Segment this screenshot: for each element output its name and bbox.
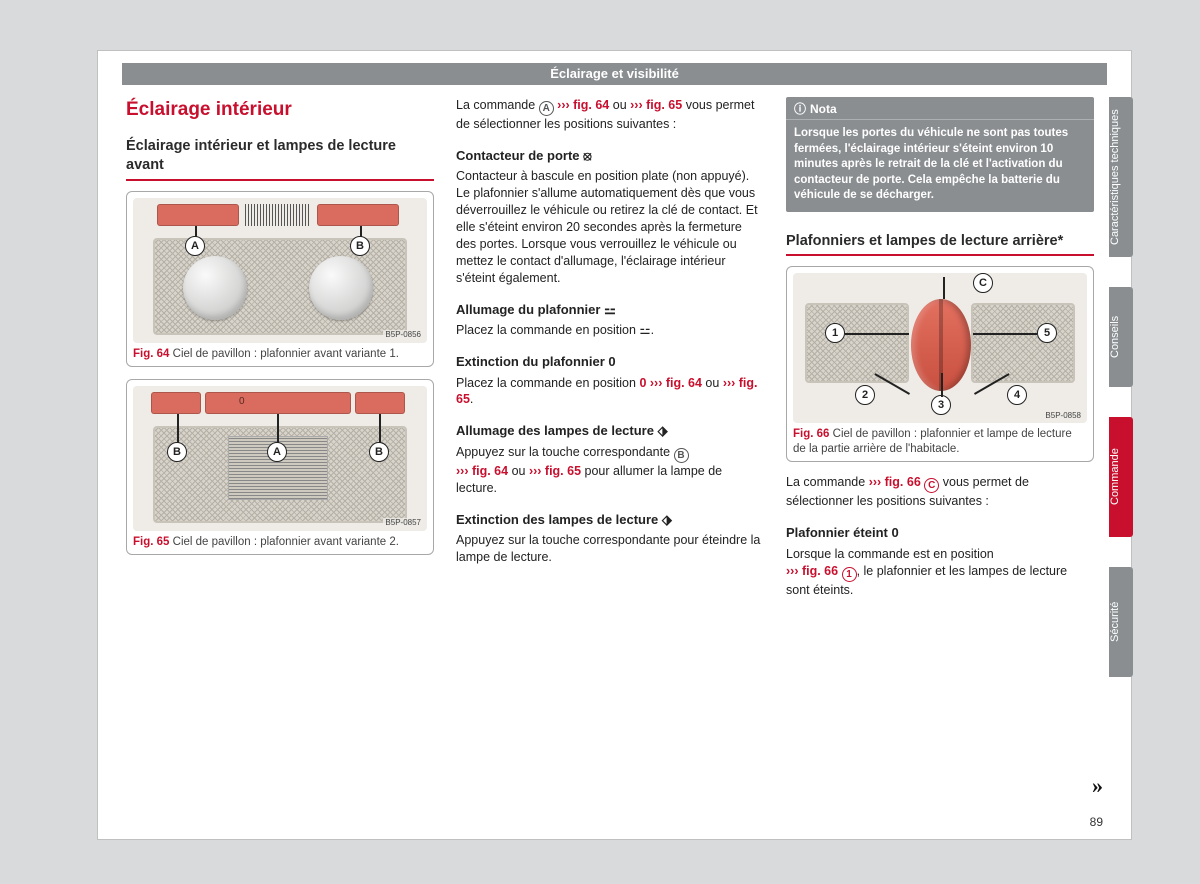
- figure-65-caption: Fig. 65 Ciel de pavillon : plafonnier av…: [133, 535, 427, 550]
- speaker-grille: [245, 204, 311, 226]
- figure-64: A B B5P-0856 Fig. 64 Ciel de pavillon : …: [126, 191, 434, 367]
- lead-3: [941, 373, 943, 397]
- figure-64-caption: Fig. 64 Ciel de pavillon : plafonnier av…: [133, 347, 427, 362]
- button-b-left: [151, 392, 201, 414]
- manual-page: Éclairage et visibilité Éclairage intéri…: [97, 50, 1132, 840]
- tab-caracteristiques[interactable]: Caractéristiques techniques: [1109, 97, 1133, 257]
- heading-contacteur: Contacteur de porte ⦻: [456, 147, 764, 165]
- switch-row-right: [317, 204, 399, 226]
- tab-conseils[interactable]: Conseils: [1109, 287, 1133, 387]
- nota-box: Nota Lorsque les portes du véhicule ne s…: [786, 97, 1094, 212]
- para-contacteur: Contacteur à bascule en position plate (…: [456, 168, 764, 286]
- heading-allumage-plaf: Allumage du plafonnier ⚍: [456, 301, 764, 319]
- tab-securite[interactable]: Sécurité: [1109, 567, 1133, 677]
- lens-left: [805, 303, 909, 383]
- switch-row-left: [157, 204, 239, 226]
- heading-extinction-plaf: Extinction du plafonnier 0: [456, 353, 764, 371]
- figref-66b: ››› fig. 66: [786, 564, 838, 578]
- tab-commande[interactable]: Commande: [1109, 417, 1133, 537]
- callout-lead-b1: [177, 414, 179, 446]
- subsection-title-2: Plafonniers et lampes de lecture arrière…: [786, 232, 1094, 257]
- ref-circle-b: B: [674, 448, 689, 463]
- figure-caption-text: Ciel de pavillon : plafonnier avant vari…: [173, 348, 399, 360]
- section-title: Éclairage intérieur: [126, 97, 434, 123]
- image-code-3: B5P-0858: [1043, 411, 1083, 422]
- figure-number-3: Fig. 66: [793, 428, 829, 440]
- para-allumage-lecture: Appuyez sur la touche correspondante B ›…: [456, 444, 764, 497]
- column-1: Éclairage intérieur Éclairage intérieur …: [126, 97, 434, 567]
- dial-right: [309, 256, 373, 320]
- callout-2: 2: [855, 385, 875, 405]
- p3a: Placez la commande en position: [456, 376, 639, 390]
- figref-64b: 0 ››› fig. 64: [639, 376, 702, 390]
- lead-1: [845, 333, 909, 335]
- callout-lead-a2: [277, 414, 279, 446]
- para-extinction-plaf: Placez la commande en position 0 ››› fig…: [456, 375, 764, 409]
- lens-right: [971, 303, 1075, 383]
- figure-65-image: 0 B A B B5P-0857: [133, 386, 427, 531]
- figref-65c: ››› fig. 65: [529, 464, 581, 478]
- p3e: .: [470, 392, 473, 406]
- callout-b: B: [350, 236, 370, 256]
- nota-heading: Nota: [786, 97, 1094, 120]
- p3c: ou: [702, 376, 723, 390]
- figure-number: Fig. 64: [133, 348, 169, 360]
- callout-b2: B: [369, 442, 389, 462]
- column-3: Nota Lorsque les portes du véhicule ne s…: [786, 97, 1094, 604]
- p4a: Appuyez sur la touche correspondante: [456, 445, 674, 459]
- para-allumage-plaf: Placez la commande en position ⚍.: [456, 322, 764, 339]
- image-code: B5P-0856: [383, 330, 423, 341]
- figure-number-2: Fig. 65: [133, 536, 169, 548]
- figref-66a: ››› fig. 66: [869, 475, 921, 489]
- c3p1a: La commande: [786, 475, 869, 489]
- lead-5: [973, 333, 1037, 335]
- button-b-right: [355, 392, 405, 414]
- figref-64a: ››› fig. 64: [557, 98, 609, 112]
- figref-64c: ››› fig. 64: [456, 464, 508, 478]
- callout-a: A: [185, 236, 205, 256]
- heading-allumage-lecture: Allumage des lampes de lecture ⬗: [456, 422, 764, 440]
- callout-3: 3: [931, 395, 951, 415]
- figref-65a: ››› fig. 65: [630, 98, 682, 112]
- page-number: 89: [1090, 815, 1103, 829]
- intro-or: ou: [609, 98, 630, 112]
- figure-66: C 1 5 2 3 4 B5P-0858 Fig. 66 Ciel de pav…: [786, 266, 1094, 462]
- nota-body: Lorsque les portes du véhicule ne sont p…: [786, 120, 1094, 212]
- figure-caption-text-3: Ciel de pavillon : plafonnier et lampe d…: [793, 428, 1072, 455]
- figure-caption-text-2: Ciel de pavillon : plafonnier avant vari…: [173, 536, 399, 548]
- intro-t1: La commande: [456, 98, 539, 112]
- image-code-2: B5P-0857: [383, 518, 423, 529]
- zero-label: 0: [239, 395, 245, 409]
- column-2: La commande A ››› fig. 64 ou ››› fig. 65…: [456, 97, 764, 572]
- figure-65: 0 B A B B5P-0857 Fig. 65 Ciel de pavillo…: [126, 379, 434, 555]
- callout-c: C: [973, 273, 993, 293]
- figure-66-image: C 1 5 2 3 4 B5P-0858: [793, 273, 1087, 423]
- p4c: ou: [508, 464, 529, 478]
- c3p2a: Lorsque la commande est en position: [786, 547, 994, 561]
- subsection-title-1: Éclairage intérieur et lampes de lecture…: [126, 137, 434, 181]
- callout-a2: A: [267, 442, 287, 462]
- button-a-center: 0: [205, 392, 351, 414]
- para-extinction-lecture: Appuyez sur la touche correspondante pou…: [456, 532, 764, 566]
- para-plaf-eteint: Lorsque la commande est en position ››› …: [786, 546, 1094, 599]
- ref-circle-a: A: [539, 101, 554, 116]
- header-bar: Éclairage et visibilité: [122, 63, 1107, 85]
- para-c3-1: La commande ››› fig. 66 C vous permet de…: [786, 474, 1094, 510]
- figure-64-image: A B B5P-0856: [133, 198, 427, 343]
- heading-extinction-lecture: Extinction des lampes de lecture ⬗: [456, 511, 764, 529]
- lead-c: [943, 277, 945, 299]
- dial-left: [183, 256, 247, 320]
- intro-paragraph: La commande A ››› fig. 64 ou ››› fig. 65…: [456, 97, 764, 133]
- heading-plaf-eteint: Plafonnier éteint 0: [786, 524, 1094, 542]
- callout-4: 4: [1007, 385, 1027, 405]
- callout-lead-b2: [379, 414, 381, 446]
- ref-circle-c: C: [924, 478, 939, 493]
- callout-b1: B: [167, 442, 187, 462]
- ref-circle-1: 1: [842, 567, 857, 582]
- figure-66-caption: Fig. 66 Ciel de pavillon : plafonnier et…: [793, 427, 1087, 457]
- continuation-mark: »: [1092, 773, 1103, 799]
